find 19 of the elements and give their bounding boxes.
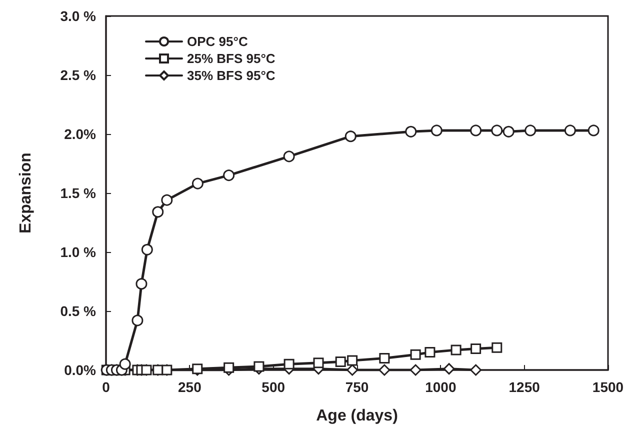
y-tick-label: 0.5 %	[60, 303, 97, 319]
x-tick-label: 0	[102, 379, 110, 395]
y-axis-title: Expansion	[18, 152, 34, 234]
y-tick-label: 2.0%	[64, 126, 97, 142]
y-tick-label: 1.0 %	[60, 244, 97, 260]
y-tick-label: 2.5 %	[60, 67, 97, 83]
x-tick-label: 250	[178, 379, 202, 395]
y-tick-label: 0.0%	[64, 362, 97, 378]
x-tick-label: 500	[262, 379, 286, 395]
x-axis-title: Age (days)	[316, 408, 398, 424]
x-tick-label: 1250	[508, 379, 540, 395]
y-tick-label: 3.0 %	[60, 8, 97, 24]
x-tick-label: 1000	[425, 379, 456, 395]
legend-label: 35% BFS 95°C	[187, 68, 276, 83]
y-tick-label: 1.5 %	[60, 185, 97, 201]
legend-label: OPC 95°C	[187, 34, 248, 49]
x-tick-label: 750	[345, 379, 369, 395]
x-tick-label: 1500	[592, 379, 624, 395]
legend-label: 25% BFS 95°C	[187, 51, 276, 66]
